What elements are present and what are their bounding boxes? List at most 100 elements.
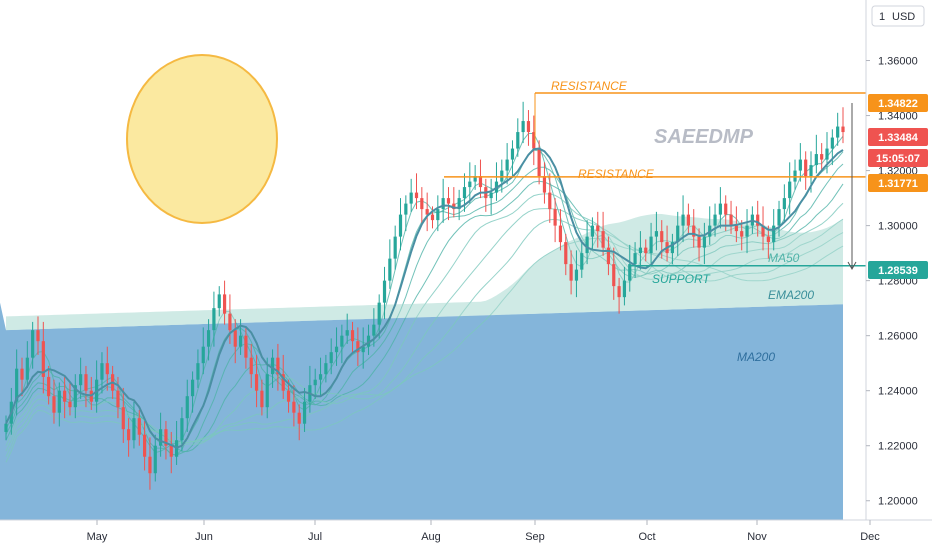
price-tag-label: 1.33484 xyxy=(878,132,919,144)
x-tick-label: Aug xyxy=(421,531,441,543)
candle-body xyxy=(542,176,547,193)
candle-body xyxy=(79,374,83,386)
candle-body xyxy=(788,181,792,199)
watermark: SAEEDMP xyxy=(654,126,754,148)
candle-body xyxy=(270,357,275,375)
candle-body xyxy=(25,357,29,380)
support-label: SUPPORT xyxy=(652,272,711,286)
candle-body xyxy=(409,192,413,204)
candle-body xyxy=(57,390,61,413)
candle-body xyxy=(414,192,419,199)
candle-body xyxy=(425,209,429,215)
candle-body xyxy=(153,445,157,474)
candle-body xyxy=(676,225,680,243)
candle-body xyxy=(686,214,690,226)
candle-body xyxy=(526,121,531,133)
x-tick-label: Nov xyxy=(747,531,767,543)
candle-body xyxy=(217,294,221,309)
candle-body xyxy=(4,423,8,432)
candle-body xyxy=(606,247,611,265)
candle-body xyxy=(649,236,653,254)
candle-body xyxy=(201,346,205,364)
currency-prefix: 1 xyxy=(879,11,885,23)
candle-body xyxy=(612,264,616,287)
candle-body xyxy=(345,330,349,336)
candle-body xyxy=(366,335,371,347)
price-tag xyxy=(868,261,928,279)
candle-body xyxy=(777,209,781,226)
candle-body xyxy=(185,396,189,419)
y-tick-label: 1.22000 xyxy=(878,441,918,453)
candle-body xyxy=(196,363,200,380)
candle-body xyxy=(446,198,451,204)
candle-body xyxy=(63,390,67,402)
candle-body xyxy=(212,308,216,331)
candle-body xyxy=(468,181,472,188)
candle-body xyxy=(169,445,173,457)
candle-body xyxy=(569,264,573,281)
candle-body xyxy=(159,429,163,446)
candle-body xyxy=(537,148,541,177)
sun-decoration xyxy=(126,54,278,224)
candle-body xyxy=(633,253,637,265)
candle-body xyxy=(702,236,706,248)
candle-body xyxy=(505,159,509,171)
resistance-label-upper: RESISTANCE xyxy=(551,79,628,93)
candle-body xyxy=(31,330,35,358)
candle-body xyxy=(52,396,56,413)
price-tag xyxy=(868,174,928,192)
candle-body xyxy=(393,236,397,259)
candle-body xyxy=(302,401,307,424)
candle-body xyxy=(628,264,632,281)
level-lines xyxy=(444,92,866,267)
candle-body xyxy=(127,429,131,441)
currency-button[interactable] xyxy=(871,5,925,27)
candle-body xyxy=(441,198,445,210)
candle-body xyxy=(793,170,797,182)
candle-body xyxy=(814,154,818,166)
price-tag-label: 1.28539 xyxy=(878,265,918,277)
candle-body xyxy=(318,374,323,380)
currency-label: USD xyxy=(892,11,915,23)
candle-body xyxy=(249,357,253,375)
candle-body xyxy=(766,236,770,243)
measure-arrow-icon xyxy=(847,261,857,271)
candle-body xyxy=(356,341,360,353)
candle-body xyxy=(265,374,269,408)
candle-body xyxy=(745,225,749,237)
candle-body xyxy=(697,236,701,248)
candle-body xyxy=(516,132,520,149)
candle-body xyxy=(372,324,376,336)
price-tag xyxy=(868,94,928,112)
candle-body xyxy=(222,294,227,314)
candle-body xyxy=(772,225,776,243)
candle-body xyxy=(830,137,834,149)
candle-body xyxy=(489,192,493,199)
candle-body xyxy=(180,418,184,441)
candle-body xyxy=(137,418,141,435)
candle-body xyxy=(564,242,568,265)
candle-body xyxy=(286,390,291,402)
candle-body xyxy=(761,225,765,237)
ma200-area xyxy=(0,302,843,520)
candle-body xyxy=(558,225,563,243)
ema200-area xyxy=(6,213,843,331)
time-axis[interactable]: May Jun Jul Aug Sep Oct Nov Dec xyxy=(87,520,881,543)
candle-body xyxy=(297,412,301,424)
candle-body xyxy=(206,330,211,347)
price-tag-label: 15:05:07 xyxy=(876,153,920,165)
candle-body xyxy=(233,330,237,347)
x-tick-label: Dec xyxy=(860,531,880,543)
candle-body xyxy=(281,374,285,391)
ema200-label: EMA200 xyxy=(768,288,814,302)
candle-body xyxy=(324,363,328,375)
candle-body xyxy=(638,247,643,254)
price-axis[interactable] xyxy=(866,0,932,520)
candle-body xyxy=(15,368,19,402)
candle-body xyxy=(452,203,456,210)
candle-body xyxy=(254,374,259,391)
price-tags: 1.34822 1.33484 15:05:07 1.31771 1.28539 xyxy=(868,94,928,279)
candle-body xyxy=(825,148,829,160)
candle-body xyxy=(617,286,621,298)
